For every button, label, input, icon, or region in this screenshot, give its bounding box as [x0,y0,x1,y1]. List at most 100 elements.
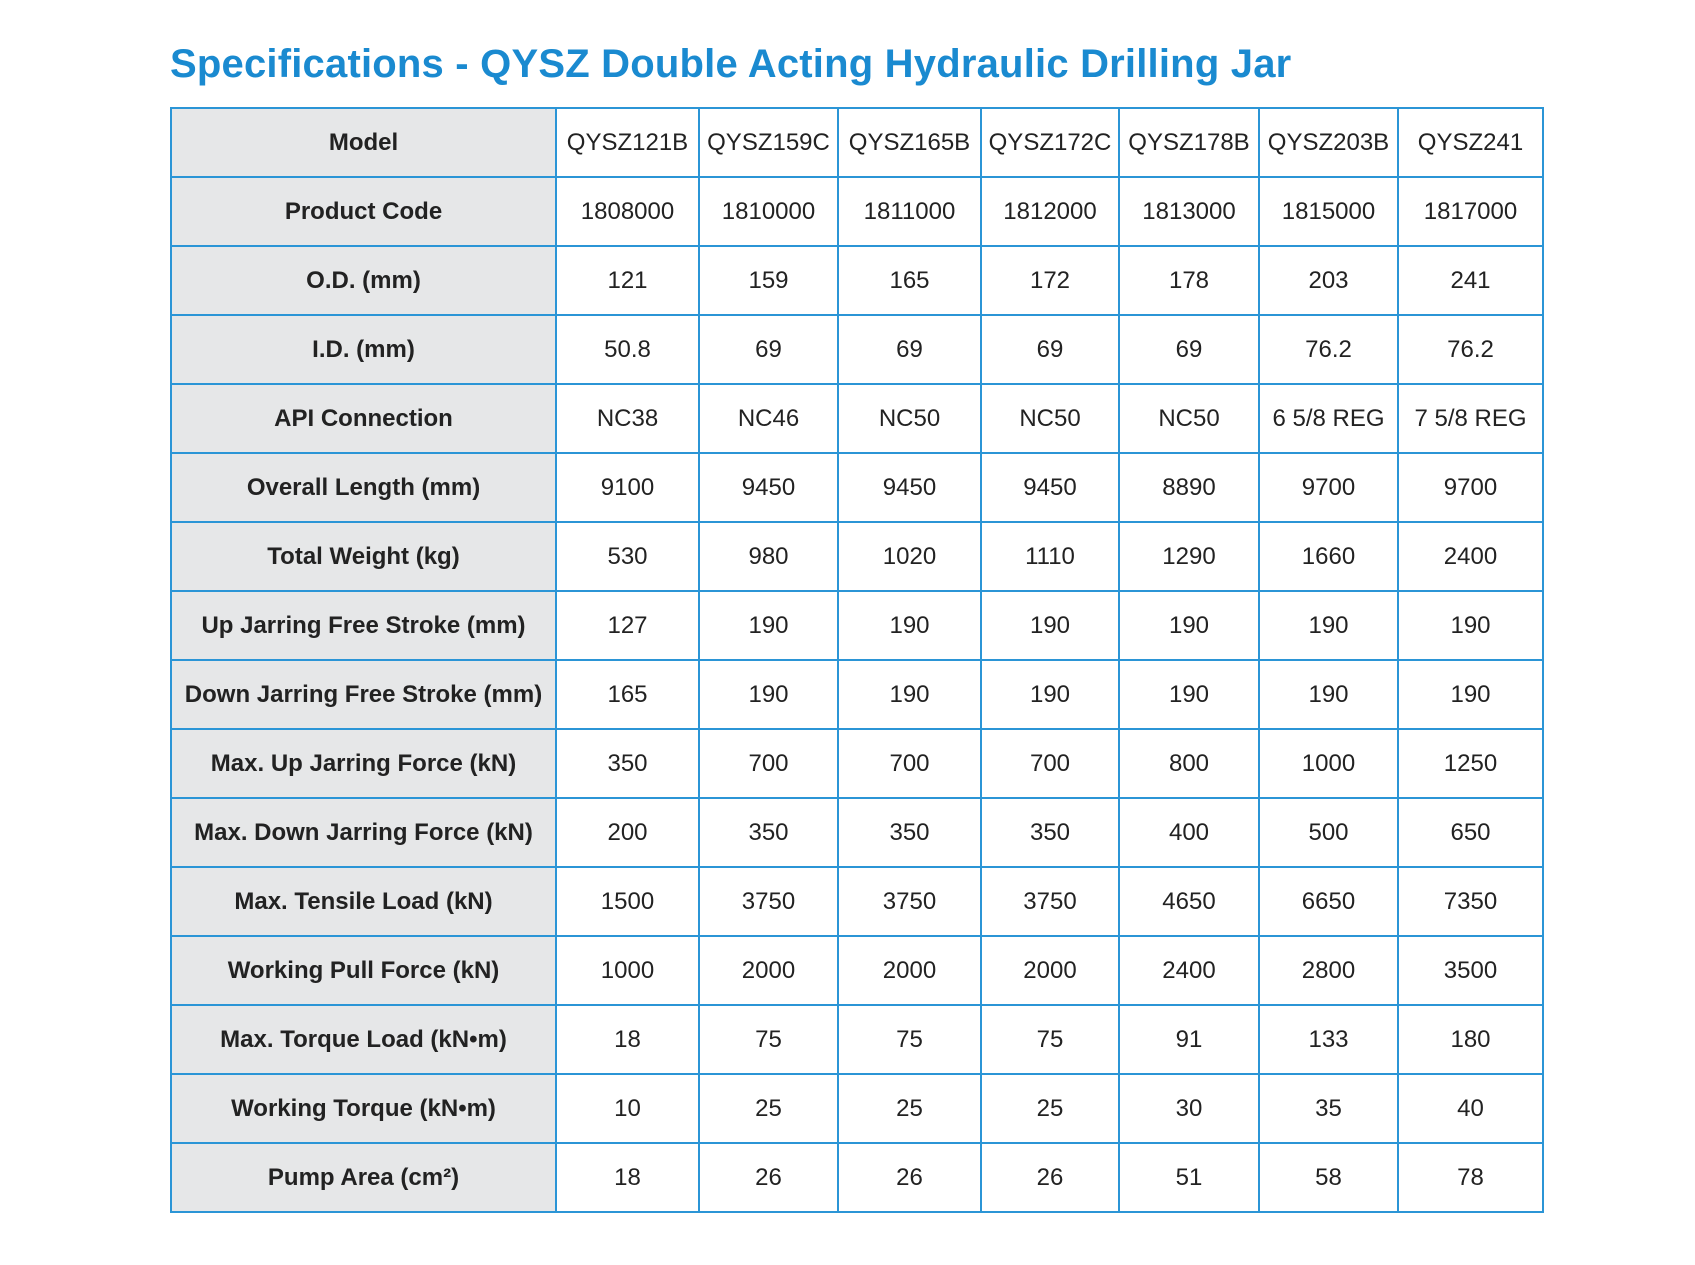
table-row: Max. Up Jarring Force (kN) 350 700 700 700 80… [170,728,1544,799]
row-label: Down Jarring Free Stroke (mm) [170,659,557,730]
table-cell: 1250 [1397,728,1544,799]
table-cell: 6650 [1258,866,1399,937]
table-cell: 500 [1258,797,1399,868]
table-cell: 8890 [1118,452,1260,523]
row-label: Up Jarring Free Stroke (mm) [170,590,557,661]
row-label: Model [170,107,557,178]
table-cell: 190 [698,659,839,730]
table-cell: 350 [698,797,839,868]
table-cell: 2800 [1258,935,1399,1006]
table-cell: 700 [980,728,1120,799]
table-cell: 9700 [1258,452,1399,523]
table-cell: 1812000 [980,176,1120,247]
table-cell: 1020 [837,521,982,592]
table-cell: 530 [555,521,700,592]
table-cell: NC50 [837,383,982,454]
table-cell: 18 [555,1142,700,1213]
table-cell: 26 [980,1142,1120,1213]
table-cell: 26 [837,1142,982,1213]
table-cell: 10 [555,1073,700,1144]
table-cell: 75 [980,1004,1120,1075]
table-cell: 69 [1118,314,1260,385]
table-cell: 30 [1118,1073,1260,1144]
table-cell: 190 [698,590,839,661]
specifications-table: Model QYSZ121B QYSZ159C QYSZ165B QYSZ172C QYS… [170,107,1544,1213]
table-cell: 69 [837,314,982,385]
table-cell: 26 [698,1142,839,1213]
table-row: Model QYSZ121B QYSZ159C QYSZ165B QYSZ172C QYS… [170,107,1544,178]
row-label: Max. Tensile Load (kN) [170,866,557,937]
table-body: Model QYSZ121B QYSZ159C QYSZ165B QYSZ172C QYS… [170,107,1544,1213]
table-cell: 7 5/8 REG [1397,383,1544,454]
table-cell: 18 [555,1004,700,1075]
row-label: Working Pull Force (kN) [170,935,557,1006]
table-cell: 69 [698,314,839,385]
table-cell: NC38 [555,383,700,454]
table-cell: 190 [980,590,1120,661]
row-label: Pump Area (cm²) [170,1142,557,1213]
table-cell: 7350 [1397,866,1544,937]
table-cell: 190 [837,659,982,730]
table-cell: 200 [555,797,700,868]
table-cell: 2400 [1397,521,1544,592]
table-row: Working Torque (kN•m) 10 25 25 25 30 35 40 [170,1073,1544,1144]
table-cell: 1813000 [1118,176,1260,247]
table-cell: 1500 [555,866,700,937]
table-cell: 190 [1118,659,1260,730]
model-cell: QYSZ165B [837,107,982,178]
table-cell: 75 [698,1004,839,1075]
table-cell: 58 [1258,1142,1399,1213]
row-label: Max. Down Jarring Force (kN) [170,797,557,868]
table-cell: 127 [555,590,700,661]
table-row: I.D. (mm) 50.8 69 69 69 69 76.2 76.2 [170,314,1544,385]
table-cell: 2000 [980,935,1120,1006]
table-cell: NC50 [1118,383,1260,454]
table-cell: 9700 [1397,452,1544,523]
table-cell: 190 [1258,590,1399,661]
table-cell: NC46 [698,383,839,454]
table-cell: 1110 [980,521,1120,592]
row-label: Max. Torque Load (kN•m) [170,1004,557,1075]
table-cell: 700 [698,728,839,799]
table-row: Max. Torque Load (kN•m) 18 75 75 75 91 133 180 [170,1004,1544,1075]
table-cell: 78 [1397,1142,1544,1213]
table-row: Total Weight (kg) 530 980 1020 1110 1290 1660 2… [170,521,1544,592]
page-title: Specifications - QYSZ Double Acting Hydr… [170,42,1292,86]
table-row: Product Code 1808000 1810000 1811000 1812000… [170,176,1544,247]
table-cell: 190 [837,590,982,661]
table-row: API Connection NC38 NC46 NC50 NC50 NC50 6 5/8 … [170,383,1544,454]
table-cell: 1810000 [698,176,839,247]
table-cell: 51 [1118,1142,1260,1213]
model-cell: QYSZ172C [980,107,1120,178]
model-cell: QYSZ241 [1397,107,1544,178]
table-cell: 1808000 [555,176,700,247]
table-cell: 3750 [837,866,982,937]
table-cell: 165 [555,659,700,730]
row-label: I.D. (mm) [170,314,557,385]
model-cell: QYSZ203B [1258,107,1399,178]
row-label: API Connection [170,383,557,454]
table-cell: 133 [1258,1004,1399,1075]
table-cell: 3500 [1397,935,1544,1006]
table-cell: 1815000 [1258,176,1399,247]
row-label: Overall Length (mm) [170,452,557,523]
table-cell: 203 [1258,245,1399,316]
table-cell: 350 [837,797,982,868]
table-cell: 350 [980,797,1120,868]
table-row: Pump Area (cm²) 18 26 26 26 51 58 78 [170,1142,1544,1213]
table-cell: 400 [1118,797,1260,868]
table-cell: 9450 [980,452,1120,523]
table-cell: 800 [1118,728,1260,799]
table-cell: 3750 [980,866,1120,937]
table-cell: 6 5/8 REG [1258,383,1399,454]
table-cell: 190 [1118,590,1260,661]
table-row: Max. Down Jarring Force (kN) 200 350 350 350… [170,797,1544,868]
table-cell: 241 [1397,245,1544,316]
table-cell: 650 [1397,797,1544,868]
table-cell: 172 [980,245,1120,316]
table-cell: 1660 [1258,521,1399,592]
table-cell: 180 [1397,1004,1544,1075]
table-cell: 9100 [555,452,700,523]
table-row: Working Pull Force (kN) 1000 2000 2000 2000 2… [170,935,1544,1006]
table-cell: 178 [1118,245,1260,316]
